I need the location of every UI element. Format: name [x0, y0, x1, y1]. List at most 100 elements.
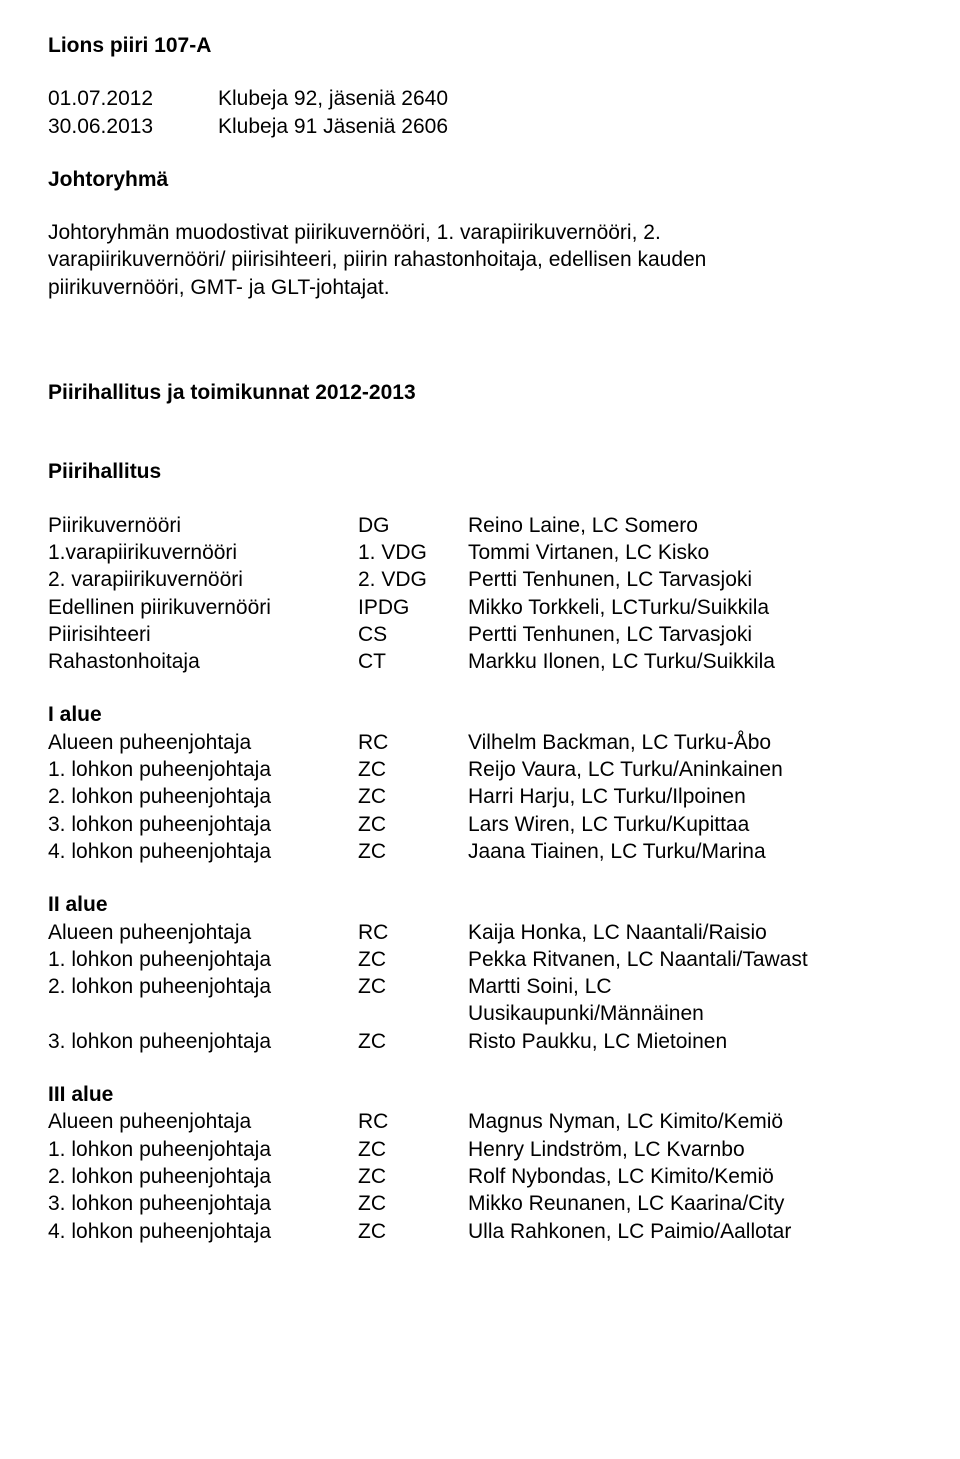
abbr-cell: 2. VDG: [358, 566, 468, 593]
table-row: RahastonhoitajaCTMarkku Ilonen, LC Turku…: [48, 648, 912, 675]
role-cell: Rahastonhoitaja: [48, 648, 358, 675]
role-cell: [48, 1000, 358, 1027]
abbr-cell: [358, 1000, 468, 1027]
abbr-cell: ZC: [358, 811, 468, 838]
abbr-cell: ZC: [358, 946, 468, 973]
name-cell: Reino Laine, LC Somero: [468, 512, 912, 539]
name-cell: Mikko Torkkeli, LCTurku/Suikkila: [468, 594, 912, 621]
role-cell: 1.varapiirikuvernööri: [48, 539, 358, 566]
role-cell: 1. lohkon puheenjohtaja: [48, 756, 358, 783]
abbr-cell: 1. VDG: [358, 539, 468, 566]
abbr-cell: ZC: [358, 1218, 468, 1245]
role-cell: 1. lohkon puheenjohtaja: [48, 946, 358, 973]
table-row: 3. lohkon puheenjohtajaZCRisto Paukku, L…: [48, 1028, 912, 1055]
table-row: 1. lohkon puheenjohtajaZCReijo Vaura, LC…: [48, 756, 912, 783]
page-title: Lions piiri 107-A: [48, 32, 912, 59]
abbr-cell: ZC: [358, 756, 468, 783]
role-cell: 2. varapiirikuvernööri: [48, 566, 358, 593]
name-cell: Magnus Nyman, LC Kimito/Kemiö: [468, 1108, 912, 1135]
name-cell: Mikko Reunanen, LC Kaarina/City: [468, 1190, 912, 1217]
name-cell: Martti Soini, LC: [468, 973, 912, 1000]
table-row: PiirisihteeriCSPertti Tenhunen, LC Tarva…: [48, 621, 912, 648]
abbr-cell: DG: [358, 512, 468, 539]
alue1-heading: I alue: [48, 701, 912, 728]
name-cell: Jaana Tiainen, LC Turku/Marina: [468, 838, 912, 865]
table-row: Edellinen piirikuvernööriIPDGMikko Torkk…: [48, 594, 912, 621]
abbr-cell: ZC: [358, 838, 468, 865]
table-row: 1. lohkon puheenjohtajaZCPekka Ritvanen,…: [48, 946, 912, 973]
johtoryhma-line: varapiirikuvernööri/ piirisihteeri, piir…: [48, 248, 706, 271]
abbr-cell: RC: [358, 729, 468, 756]
abbr-cell: IPDG: [358, 594, 468, 621]
abbr-cell: ZC: [358, 1136, 468, 1163]
stats-date: 30.06.2013: [48, 113, 218, 140]
johtoryhma-paragraph: Johtoryhmän muodostivat piirikuvernööri,…: [48, 219, 912, 301]
name-cell: Henry Lindström, LC Kvarnbo: [468, 1136, 912, 1163]
role-cell: 3. lohkon puheenjohtaja: [48, 811, 358, 838]
role-cell: 2. lohkon puheenjohtaja: [48, 973, 358, 1000]
stats-row: 01.07.2012 Klubeja 92, jäseniä 2640: [48, 85, 912, 112]
table-row: Uusikaupunki/Männäinen: [48, 1000, 912, 1027]
table-row: 3. lohkon puheenjohtajaZCLars Wiren, LC …: [48, 811, 912, 838]
abbr-cell: CT: [358, 648, 468, 675]
stats-row: 30.06.2013 Klubeja 91 Jäseniä 2606: [48, 113, 912, 140]
table-row: 4. lohkon puheenjohtajaZCUlla Rahkonen, …: [48, 1218, 912, 1245]
role-cell: 2. lohkon puheenjohtaja: [48, 1163, 358, 1190]
table-row: PiirikuvernööriDGReino Laine, LC Somero: [48, 512, 912, 539]
name-cell: Risto Paukku, LC Mietoinen: [468, 1028, 912, 1055]
alue2-table: Alueen puheenjohtajaRCKaija Honka, LC Na…: [48, 919, 912, 1055]
alue2-heading: II alue: [48, 891, 912, 918]
alue1-table: Alueen puheenjohtajaRCVilhelm Backman, L…: [48, 729, 912, 865]
abbr-cell: ZC: [358, 783, 468, 810]
name-cell: Lars Wiren, LC Turku/Kupittaa: [468, 811, 912, 838]
table-row: 2. lohkon puheenjohtajaZCHarri Harju, LC…: [48, 783, 912, 810]
name-cell: Markku Ilonen, LC Turku/Suikkila: [468, 648, 912, 675]
role-cell: Alueen puheenjohtaja: [48, 729, 358, 756]
table-row: 1.varapiirikuvernööri1. VDGTommi Virtane…: [48, 539, 912, 566]
abbr-cell: RC: [358, 1108, 468, 1135]
role-cell: Piirikuvernööri: [48, 512, 358, 539]
name-cell: Ulla Rahkonen, LC Paimio/Aallotar: [468, 1218, 912, 1245]
name-cell: Reijo Vaura, LC Turku/Aninkainen: [468, 756, 912, 783]
table-row: 1. lohkon puheenjohtajaZCHenry Lindström…: [48, 1136, 912, 1163]
johtoryhma-line: piirikuvernööri, GMT- ja GLT-johtajat.: [48, 276, 390, 299]
name-cell: Rolf Nybondas, LC Kimito/Kemiö: [468, 1163, 912, 1190]
table-row: Alueen puheenjohtajaRCKaija Honka, LC Na…: [48, 919, 912, 946]
piirihallitus-heading: Piirihallitus: [48, 458, 912, 485]
table-row: 3. lohkon puheenjohtajaZCMikko Reunanen,…: [48, 1190, 912, 1217]
name-cell: Pekka Ritvanen, LC Naantali/Tawast: [468, 946, 912, 973]
name-cell: Harri Harju, LC Turku/Ilpoinen: [468, 783, 912, 810]
table-row: 2. lohkon puheenjohtajaZCMartti Soini, L…: [48, 973, 912, 1000]
role-cell: Edellinen piirikuvernööri: [48, 594, 358, 621]
alue3-heading: III alue: [48, 1081, 912, 1108]
table-row: 2. varapiirikuvernööri2. VDGPertti Tenhu…: [48, 566, 912, 593]
role-cell: 1. lohkon puheenjohtaja: [48, 1136, 358, 1163]
role-cell: 2. lohkon puheenjohtaja: [48, 783, 358, 810]
johtoryhma-line: Johtoryhmän muodostivat piirikuvernööri,…: [48, 221, 661, 244]
table-row: 4. lohkon puheenjohtajaZCJaana Tiainen, …: [48, 838, 912, 865]
abbr-cell: ZC: [358, 973, 468, 1000]
table-row: Alueen puheenjohtajaRCMagnus Nyman, LC K…: [48, 1108, 912, 1135]
johtoryhma-heading: Johtoryhmä: [48, 166, 912, 193]
role-cell: 4. lohkon puheenjohtaja: [48, 1218, 358, 1245]
abbr-cell: ZC: [358, 1163, 468, 1190]
name-cell: Pertti Tenhunen, LC Tarvasjoki: [468, 566, 912, 593]
stats-text: Klubeja 92, jäseniä 2640: [218, 85, 912, 112]
role-cell: Alueen puheenjohtaja: [48, 1108, 358, 1135]
alue3-table: Alueen puheenjohtajaRCMagnus Nyman, LC K…: [48, 1108, 912, 1244]
abbr-cell: CS: [358, 621, 468, 648]
name-cell: Pertti Tenhunen, LC Tarvasjoki: [468, 621, 912, 648]
stats-date: 01.07.2012: [48, 85, 218, 112]
stats-table: 01.07.2012 Klubeja 92, jäseniä 2640 30.0…: [48, 85, 912, 140]
table-row: Alueen puheenjohtajaRCVilhelm Backman, L…: [48, 729, 912, 756]
name-cell: Uusikaupunki/Männäinen: [468, 1000, 912, 1027]
piirihallitus-table: PiirikuvernööriDGReino Laine, LC Somero …: [48, 512, 912, 676]
name-cell: Tommi Virtanen, LC Kisko: [468, 539, 912, 566]
role-cell: Alueen puheenjohtaja: [48, 919, 358, 946]
role-cell: Piirisihteeri: [48, 621, 358, 648]
name-cell: Kaija Honka, LC Naantali/Raisio: [468, 919, 912, 946]
section-heading: Piirihallitus ja toimikunnat 2012-2013: [48, 379, 912, 406]
abbr-cell: ZC: [358, 1028, 468, 1055]
name-cell: Vilhelm Backman, LC Turku-Åbo: [468, 729, 912, 756]
role-cell: 3. lohkon puheenjohtaja: [48, 1028, 358, 1055]
